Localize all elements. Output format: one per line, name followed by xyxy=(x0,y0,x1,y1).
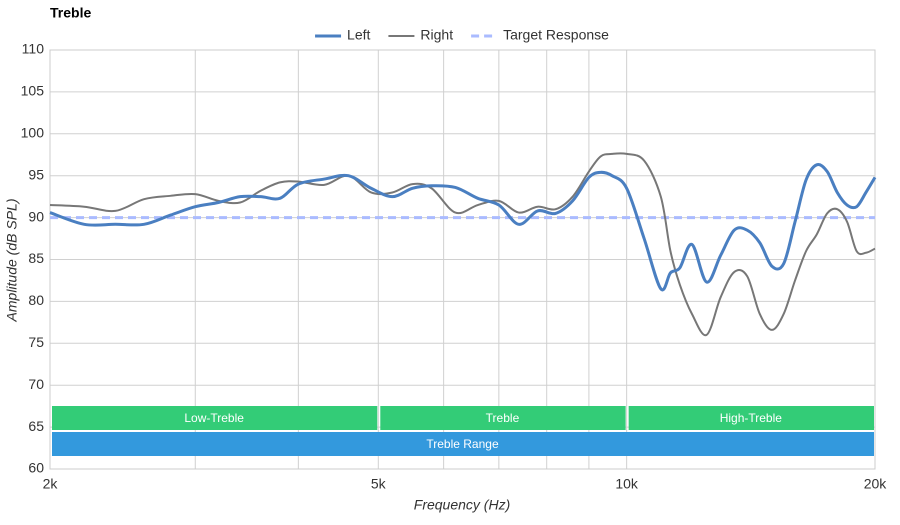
plot-frame xyxy=(49,49,876,470)
legend: Left Right Target Response xyxy=(315,27,609,43)
legend-item: Left xyxy=(315,27,371,43)
x-axis-label: Frequency (Hz) xyxy=(414,497,510,513)
y-tick-label: 75 xyxy=(28,334,44,350)
range-band xyxy=(628,406,874,430)
legend-label: Right xyxy=(420,27,453,43)
x-tick-label: 5k xyxy=(371,476,387,492)
series-line xyxy=(49,163,877,292)
range-band-label: Low-Treble xyxy=(184,411,244,425)
y-tick-label: 95 xyxy=(28,166,44,182)
x-tick-label: 2k xyxy=(43,476,59,492)
range-band xyxy=(52,432,874,456)
legend-item: Target Response xyxy=(471,27,609,43)
y-tick-label: 70 xyxy=(28,376,44,392)
y-tick-label: 60 xyxy=(28,460,44,476)
y-tick-label: 80 xyxy=(28,292,44,308)
y-tick-label: 90 xyxy=(28,208,44,224)
series-line xyxy=(49,152,876,337)
legend-item: Right xyxy=(388,27,453,43)
y-tick-label: 65 xyxy=(28,418,44,434)
legend-label: Left xyxy=(347,27,370,43)
range-band xyxy=(380,406,626,430)
y-axis-label: Amplitude (dB SPL) xyxy=(4,199,20,323)
range-band xyxy=(52,406,378,430)
range-band-label: Treble Range xyxy=(426,437,499,451)
y-tick-label: 110 xyxy=(22,41,45,57)
x-tick-label: 10k xyxy=(615,476,639,492)
chart-title: Treble xyxy=(50,5,91,21)
y-tick-label: 105 xyxy=(21,83,45,99)
range-band-label: Treble xyxy=(486,411,520,425)
y-tick-label: 100 xyxy=(21,125,45,141)
y-tick-label: 85 xyxy=(28,250,44,266)
x-tick-label: 20k xyxy=(864,476,888,492)
legend-label: Target Response xyxy=(503,27,609,43)
range-band-label: High-Treble xyxy=(720,411,783,425)
